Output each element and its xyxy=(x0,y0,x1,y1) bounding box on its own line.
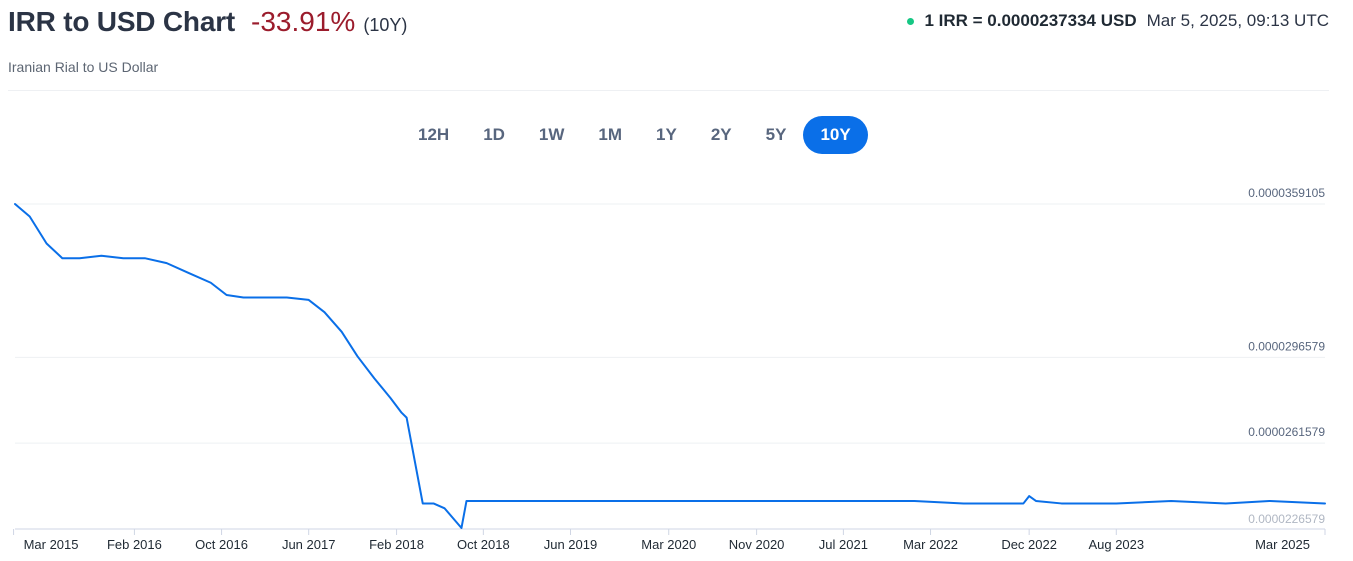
data-point xyxy=(668,500,670,502)
current-rate: 1 IRR = 0.0000237334 USD xyxy=(924,11,1137,30)
data-point xyxy=(188,272,190,274)
y-tick-label: 0.0000359105 xyxy=(1248,186,1325,200)
x-tick-label: Nov 2020 xyxy=(729,537,785,552)
x-tick-label: Jul 2021 xyxy=(819,537,868,552)
range-button-2y[interactable]: 2Y xyxy=(710,125,732,144)
header-divider xyxy=(8,90,1329,91)
data-point xyxy=(14,203,16,205)
data-point xyxy=(444,507,446,509)
data-point xyxy=(536,500,538,502)
data-point xyxy=(1324,502,1326,504)
data-point xyxy=(472,500,474,502)
data-point xyxy=(865,500,867,502)
data-point xyxy=(406,417,408,419)
x-tick-label: Dec 2022 xyxy=(1001,537,1057,552)
data-point xyxy=(166,262,168,264)
page-title: IRR to USD Chart xyxy=(8,6,236,37)
data-point xyxy=(465,500,467,502)
data-point xyxy=(1022,502,1024,504)
data-point xyxy=(122,257,124,259)
range-selector: 12H 1D 1W 1M 1Y 2Y 5Y 10Y xyxy=(401,116,868,154)
rate-block: 1 IRR = 0.0000237334 USD Mar 5, 2025, 09… xyxy=(907,11,1329,31)
data-point xyxy=(963,502,965,504)
y-tick-label: 0.0000261579 xyxy=(1248,425,1325,439)
data-point xyxy=(210,282,212,284)
y-tick-label: 0.0000296579 xyxy=(1248,339,1325,353)
x-tick-label: Mar 2020 xyxy=(641,537,696,552)
x-tick-label: Aug 2023 xyxy=(1088,537,1144,552)
data-point xyxy=(46,243,48,245)
series-line xyxy=(14,203,1326,529)
data-point xyxy=(1268,500,1270,502)
x-tick-label: Mar 2022 xyxy=(903,537,958,552)
x-tick-label: Jun 2019 xyxy=(544,537,598,552)
data-point xyxy=(61,257,63,259)
range-button-1w[interactable]: 1W xyxy=(538,125,565,144)
data-point xyxy=(913,500,915,502)
data-point xyxy=(1170,500,1172,502)
x-tick-label: Feb 2016 xyxy=(107,537,162,552)
data-point xyxy=(100,255,102,257)
data-point xyxy=(242,296,244,298)
data-point xyxy=(226,294,228,296)
data-point xyxy=(323,311,325,313)
data-point xyxy=(1225,502,1227,504)
y-tick-label: 0.0000226579 xyxy=(1248,512,1325,526)
data-point xyxy=(1035,500,1037,502)
x-tick-label: Oct 2016 xyxy=(195,537,248,552)
x-tick-label: Mar 2015 xyxy=(24,537,79,552)
data-point xyxy=(401,412,403,414)
data-point xyxy=(433,502,435,504)
data-point xyxy=(734,500,736,502)
data-point xyxy=(389,397,391,399)
range-button-1y[interactable]: 1Y xyxy=(656,125,677,144)
data-point xyxy=(602,500,604,502)
x-tick-label: Oct 2018 xyxy=(457,537,510,552)
rate-timestamp: Mar 5, 2025, 09:13 UTC xyxy=(1146,11,1329,30)
range-button-5y[interactable]: 5Y xyxy=(765,125,787,144)
range-button-1m[interactable]: 1M xyxy=(598,125,623,144)
data-point xyxy=(265,296,267,298)
data-point xyxy=(422,502,424,504)
data-point xyxy=(29,216,31,218)
page-subtitle: Iranian Rial to US Dollar xyxy=(8,59,159,75)
x-tick-label: Mar 2025 xyxy=(1255,537,1310,552)
range-button-12h[interactable]: 12H xyxy=(418,125,450,144)
live-dot-icon xyxy=(907,17,915,25)
data-point xyxy=(1115,502,1117,504)
x-tick-label: Jun 2017 xyxy=(282,537,336,552)
x-tick-label: Feb 2018 xyxy=(369,537,424,552)
title-block: IRR to USD Chart -33.91% (10Y) xyxy=(8,6,407,38)
data-point xyxy=(756,500,758,502)
data-point xyxy=(286,296,288,298)
range-button-10y[interactable]: 10Y xyxy=(803,116,868,154)
data-point xyxy=(356,355,358,357)
data-point xyxy=(373,377,375,379)
data-point xyxy=(341,331,343,333)
range-button-1d[interactable]: 1D xyxy=(483,125,505,144)
data-point xyxy=(1028,495,1030,497)
data-point xyxy=(308,299,310,301)
data-point xyxy=(79,257,81,259)
data-point xyxy=(144,257,146,259)
change-percent: -33.91% xyxy=(251,6,356,37)
data-point xyxy=(799,500,801,502)
change-period: (10Y) xyxy=(363,15,408,35)
data-point xyxy=(460,527,462,529)
data-point xyxy=(1060,502,1062,504)
